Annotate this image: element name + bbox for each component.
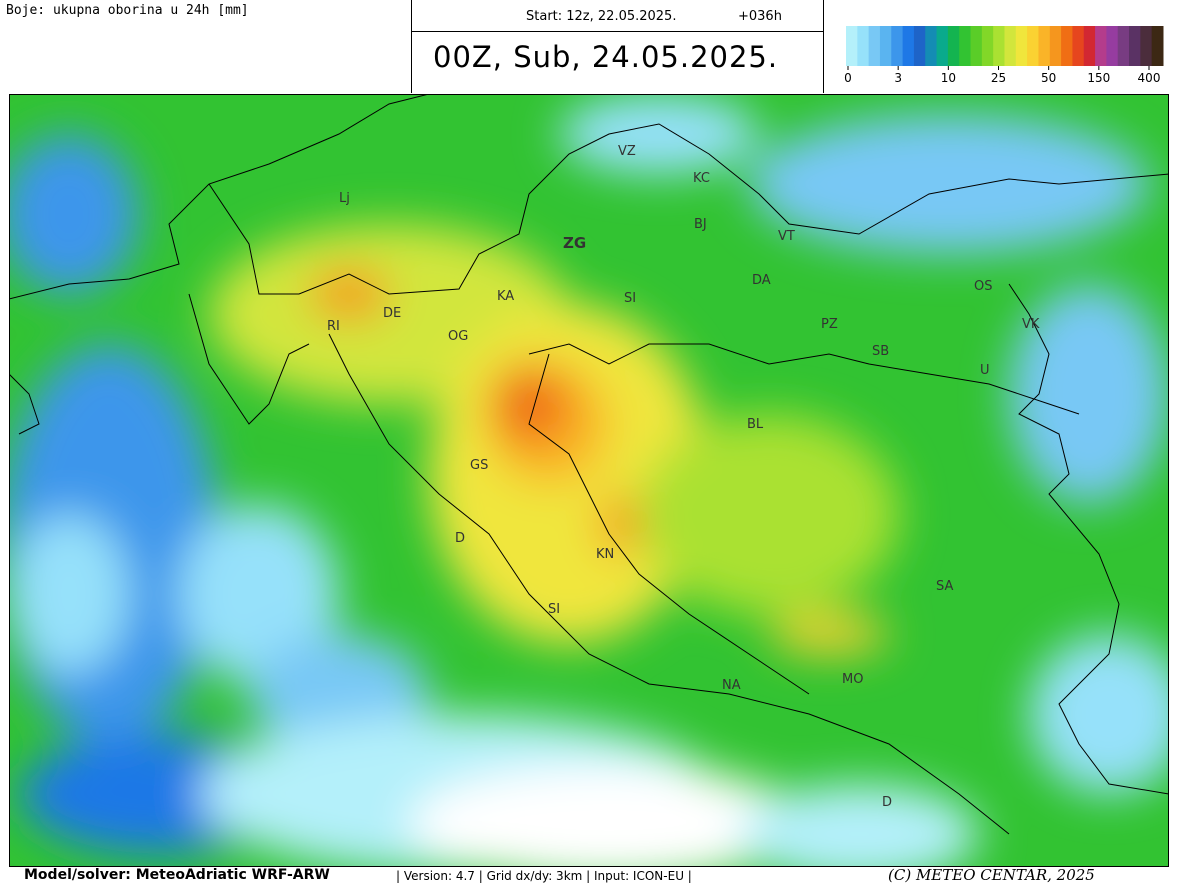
model-info: | Version: 4.7 | Grid dx/dy: 3km | Input… [396,869,692,883]
copyright: (C) METEO CENTAR, 2025 [888,866,1095,884]
city-label: DE [383,306,401,321]
colorbar-swatch [1106,26,1119,66]
colorbar-swatch [846,26,858,66]
colorbar-swatch [970,26,983,66]
city-label: DA [752,273,771,288]
colorbar-swatch [1015,26,1028,66]
city-label: MO [842,672,863,687]
colorbar-tick-label: 150 [1087,71,1110,85]
city-label: OS [974,279,992,294]
colorbar-swatch [1027,26,1039,66]
lead-time: +036h [738,9,782,24]
colorbar-swatch [891,26,904,66]
colorbar-swatch [1083,26,1096,66]
colorbar-swatch [981,26,994,66]
colorbar-swatch [1061,26,1073,66]
city-label: VK [1022,317,1040,332]
city-label: PZ [821,317,838,332]
city-label: VZ [618,144,636,159]
colorbar-swatch [1129,26,1141,66]
city-label: KN [596,547,614,562]
city-label: KA [497,289,514,304]
colorbar-swatch [1140,26,1153,66]
city-label: KC [693,171,710,186]
city-label: U [980,363,990,378]
city-label: BJ [694,217,707,232]
colorbar-swatch [925,26,938,66]
colorbar-tick-label: 25 [991,71,1006,85]
colorbar-swatch [1072,26,1085,66]
colorbar-swatch [1004,26,1017,66]
city-label: Lj [339,191,350,206]
city-label: SA [936,579,953,594]
colorbar-swatch [936,26,949,66]
city-label: BL [747,417,764,432]
city-label: OG [448,329,468,344]
map: VZ KC Lj BJ ZG VT DA OS KA SI DE RI PZ VK OG SB U BL GS D KN… [9,94,1169,867]
colorbar-swatch [902,26,915,66]
colorbar-swatch [1117,26,1130,66]
valid-time: 00Z, Sub, 24.05.2025. [433,40,779,74]
colorbar: 0 3 10 25 50 150 400 [844,26,1164,85]
city-label: GS [470,458,488,473]
header-box [411,0,824,93]
city-label: D [455,531,465,546]
start-time: Start: 12z, 22.05.2025. [526,9,677,24]
city-label: SI [624,291,636,306]
colorbar-swatch [868,26,881,66]
colorbar-swatch [1095,26,1107,66]
city-label: ZG [563,234,586,252]
colorbar-swatch [913,26,926,66]
city-label: VT [778,229,795,244]
colorbar-swatch [959,26,972,66]
city-label: D [882,795,892,810]
colorbar-tick-label: 50 [1041,71,1056,85]
colorbar-swatch [1151,26,1164,66]
colorbar-swatch [947,26,960,66]
colorbar-tick-label: 400 [1138,71,1161,85]
colorbar-swatch [1038,26,1051,66]
model-label: Model/solver: MeteoAdriatic WRF-ARW [24,867,330,883]
colorbar-swatch [1049,26,1062,66]
colors-label: Boje: ukupna oborina u 24h [mm] [6,3,249,18]
colorbar-tick-label: 10 [941,71,956,85]
city-label: SB [872,344,889,359]
colorbar-swatch [879,26,892,66]
colorbar-tick-label: 3 [894,71,902,85]
city-label: SI [548,602,560,617]
colorbar-swatch [993,26,1005,66]
colorbar-swatch [857,26,870,66]
city-label: NA [722,678,741,693]
city-label: RI [327,319,340,334]
colorbar-tick-label: 0 [844,71,852,85]
